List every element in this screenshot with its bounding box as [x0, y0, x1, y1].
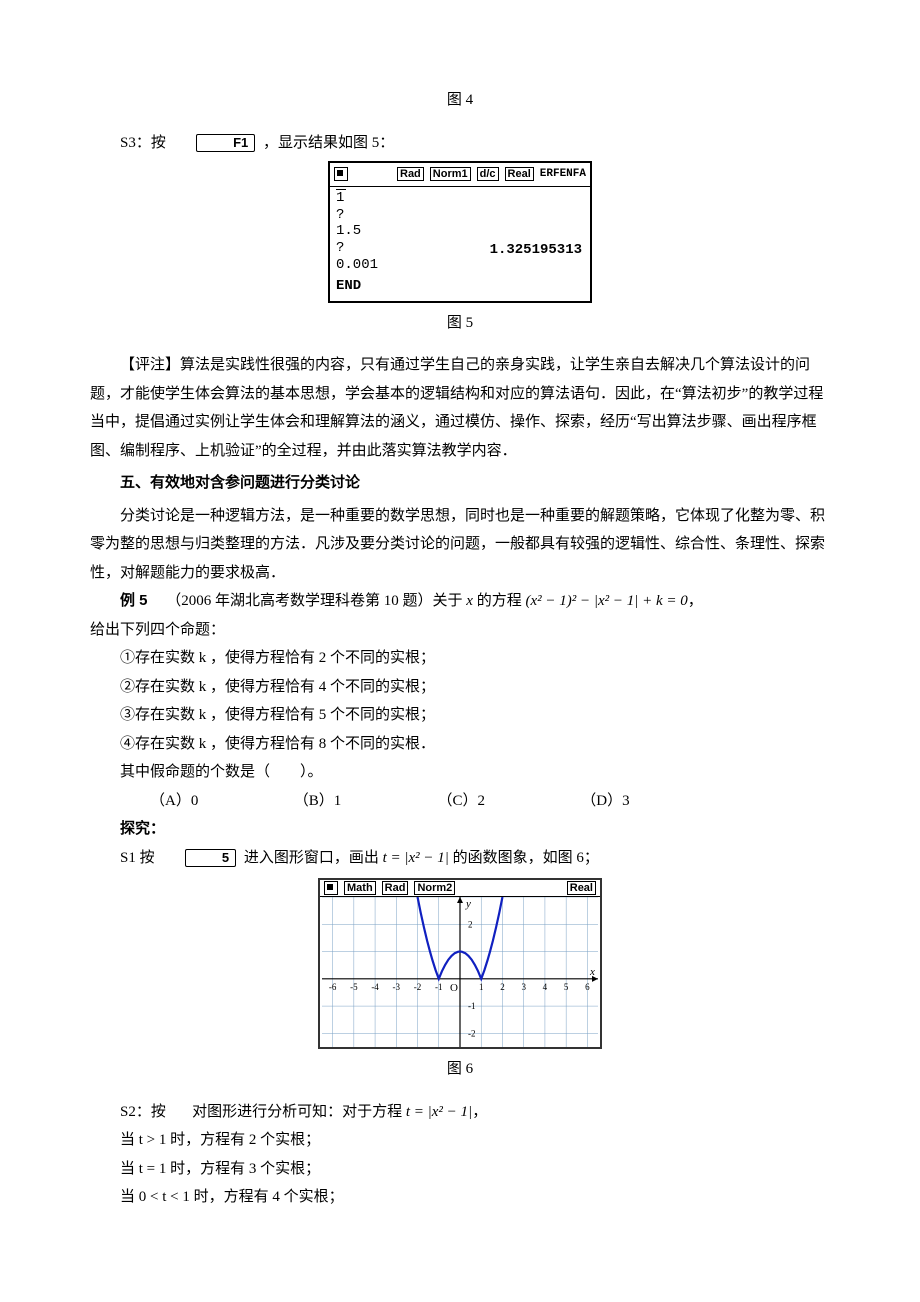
commentary: 【评注】算法是实践性很强的内容，只有通过学生自己的亲身实践，让学生亲自去解决几个… — [90, 351, 830, 465]
graph-screenshot: Math Rad Norm2 Real -6-5-4-3-2-1123456-1… — [318, 878, 602, 1049]
calc-end: END — [336, 278, 584, 295]
figure5-caption: 图 5 — [90, 309, 830, 338]
example5-var-x: x — [466, 593, 473, 609]
section5-heading: 五、有效地对含参问题进行分类讨论 — [90, 469, 830, 498]
svg-text:-2: -2 — [414, 982, 422, 992]
graph-tag: Rad — [382, 881, 409, 895]
example5: 例 5 （2006 年湖北高考数学理科卷第 10 题）关于 x 的方程 (x² … — [90, 587, 830, 616]
svg-text:2: 2 — [468, 919, 473, 929]
s3-prefix: S3：按 — [120, 135, 166, 151]
s1-eq: t = |x² − 1| — [383, 850, 449, 866]
explore-label: 探究： — [90, 815, 830, 844]
calc-menu-icon — [334, 167, 348, 181]
svg-text:-2: -2 — [468, 1029, 476, 1039]
s2-prefix: S2：按 — [120, 1104, 166, 1120]
s2-mid: 对图形进行分析可知：对于方程 — [192, 1104, 406, 1120]
calc-header: Rad Norm1 d/c Real ERFENFA — [330, 163, 590, 187]
svg-text:4: 4 — [543, 982, 548, 992]
calc-tag: Real — [505, 167, 534, 181]
key-5: 5 — [185, 849, 236, 867]
example5-question: 其中假命题的个数是（ ）。 — [90, 758, 830, 787]
s2-suffix: ， — [472, 1104, 487, 1120]
step-s3: S3：按 F1 ，显示结果如图 5： — [90, 129, 830, 158]
s2-case-2: 当 t = 1 时，方程有 3 个实根； — [90, 1155, 830, 1184]
calculator-screenshot: Rad Norm1 d/c Real ERFENFA 1 ? 1.5 ? 0.0… — [328, 161, 592, 303]
svg-text:O: O — [450, 982, 458, 994]
calc-title: ERFENFA — [540, 164, 586, 185]
svg-text:-1: -1 — [468, 1001, 476, 1011]
prop-3: ③存在实数 k ，使得方程恰有 5 个不同的实根； — [90, 701, 830, 730]
graph-svg: -6-5-4-3-2-1123456-1-22xyO — [320, 897, 600, 1047]
option-c: （C）2 — [408, 787, 548, 816]
svg-text:5: 5 — [564, 982, 569, 992]
svg-text:1: 1 — [479, 982, 484, 992]
graph-area: -6-5-4-3-2-1123456-1-22xyO — [320, 897, 600, 1047]
figure6-caption: 图 6 — [90, 1055, 830, 1084]
key-f1: F1 — [196, 134, 255, 152]
svg-text:-6: -6 — [329, 982, 337, 992]
graph-header: Math Rad Norm2 Real — [320, 880, 600, 897]
s1-mid: 进入图形窗口，画出 — [244, 850, 383, 866]
svg-text:-4: -4 — [371, 982, 379, 992]
figure4-caption: 图 4 — [90, 86, 830, 115]
example5-options: （A）0 （B）1 （C）2 （D）3 — [90, 787, 830, 816]
calc-tag: Rad — [397, 167, 424, 181]
calc-line: 1 — [336, 190, 584, 207]
graph-tag: Real — [567, 881, 596, 895]
option-b: （B）1 — [264, 787, 404, 816]
s2-eq: t = |x² − 1| — [406, 1104, 472, 1120]
calc-tag: Norm1 — [430, 167, 471, 181]
example5-tail: 给出下列四个命题： — [90, 616, 830, 645]
prop-2: ②存在实数 k ，使得方程恰有 4 个不同的实根； — [90, 673, 830, 702]
example5-source-mid: 的方程 — [473, 593, 526, 609]
s1-suffix: 的函数图象，如图 6； — [449, 850, 599, 866]
svg-text:y: y — [465, 898, 471, 910]
calc-body: 1 ? 1.5 ? 0.001 1.325195313 END — [330, 187, 590, 301]
s2-case-1: 当 t > 1 时，方程有 2 个实根； — [90, 1126, 830, 1155]
svg-text:6: 6 — [585, 982, 590, 992]
example5-equation: (x² − 1)² − |x² − 1| + k = 0 — [525, 593, 687, 609]
commentary-label: 【评注】 — [120, 357, 180, 373]
prop-1: ①存在实数 k ，使得方程恰有 2 个不同的实根； — [90, 644, 830, 673]
s3-suffix: ，显示结果如图 5： — [263, 135, 394, 151]
calc-tag: d/c — [477, 167, 499, 181]
svg-text:2: 2 — [500, 982, 505, 992]
s2-case-3: 当 0 < t < 1 时，方程有 4 个实根； — [90, 1183, 830, 1212]
option-a: （A）0 — [120, 787, 260, 816]
svg-text:3: 3 — [521, 982, 526, 992]
calc-result: 1.325195313 — [490, 237, 582, 264]
svg-text:-3: -3 — [393, 982, 401, 992]
commentary-text: 算法是实践性很强的内容，只有通过学生自己的亲身实践，让学生亲自去解决几个算法设计… — [90, 357, 823, 459]
example5-label: 例 5 — [120, 592, 148, 609]
step-s1: S1 按 5 进入图形窗口，画出 t = |x² − 1| 的函数图象，如图 6… — [90, 844, 830, 873]
graph-tag: Norm2 — [414, 881, 455, 895]
svg-text:-5: -5 — [350, 982, 358, 992]
example5-source-prefix: （2006 年湖北高考数学理科卷第 10 题）关于 — [166, 593, 466, 609]
graph-tag: Math — [344, 881, 376, 895]
step-s2: S2：按 对图形进行分析可知：对于方程 t = |x² − 1|， — [90, 1098, 830, 1127]
svg-text:x: x — [589, 966, 595, 978]
s1-prefix: S1 按 — [120, 850, 155, 866]
graph-menu-icon — [324, 881, 338, 895]
example5-source-suffix: ， — [688, 593, 703, 609]
svg-text:-1: -1 — [435, 982, 443, 992]
calc-line: ? — [336, 207, 584, 224]
option-d: （D）3 — [551, 787, 691, 816]
section5-para: 分类讨论是一种逻辑方法，是一种重要的数学思想，同时也是一种重要的解题策略，它体现… — [90, 502, 830, 588]
prop-4: ④存在实数 k ，使得方程恰有 8 个不同的实根． — [90, 730, 830, 759]
